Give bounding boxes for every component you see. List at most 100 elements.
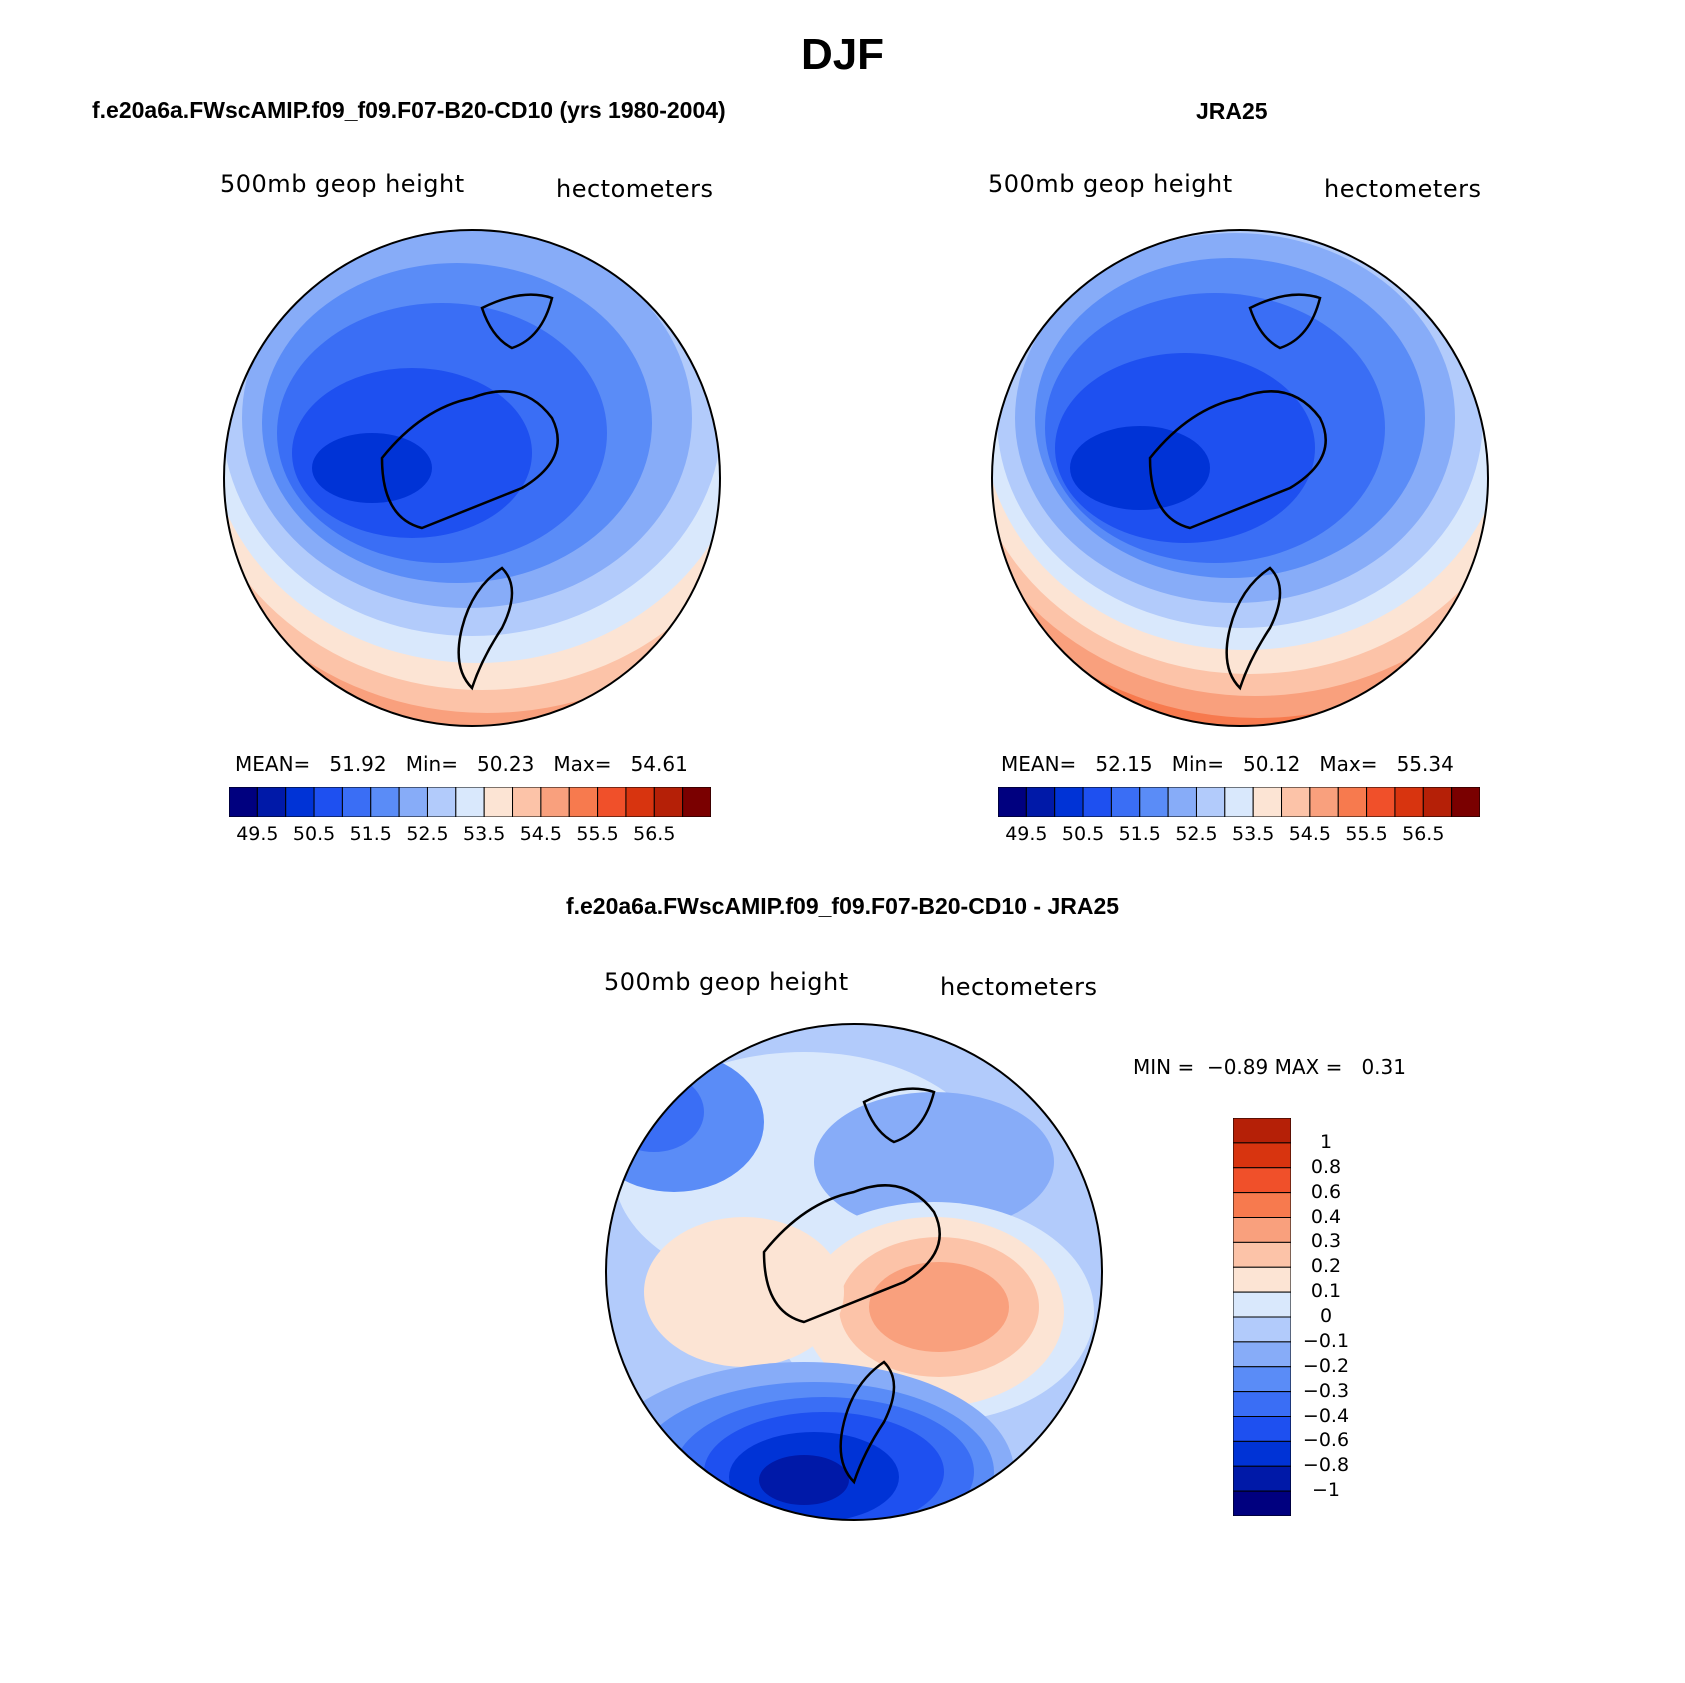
panel-1-map	[223, 229, 721, 727]
colorbar-swatch	[1233, 1341, 1291, 1368]
colorbar-swatch	[1139, 787, 1169, 817]
colorbar-swatch	[1167, 787, 1197, 817]
panel-3-max-label: MAX =	[1274, 1055, 1343, 1079]
colorbar-tick-label: 52.5	[406, 823, 449, 845]
colorbar-swatch	[512, 787, 542, 817]
colorbar-tick-label: 56.5	[1402, 823, 1445, 845]
colorbar-tick-label: −0.2	[1302, 1354, 1350, 1377]
colorbar-swatch	[1309, 787, 1339, 817]
contour-band	[869, 1262, 1009, 1352]
panel-2-units-label: hectometers	[1324, 175, 1482, 203]
panel-3-min-label: MIN =	[1133, 1055, 1195, 1079]
colorbar-swatch	[1233, 1391, 1291, 1417]
colorbar-tick-label: 54.5	[1288, 823, 1332, 845]
contour-band	[1070, 426, 1210, 510]
coastline	[480, 293, 554, 350]
panel-1-min-label: Min=	[405, 752, 458, 776]
coastline	[839, 1360, 896, 1485]
panel-1-colorbar-ticks: 49.5 50.5 51.5 52.5 53.5 54.5 55.5 56.5	[229, 823, 711, 849]
colorbar-tick-label: 50.5	[1061, 823, 1105, 845]
colorbar-swatch	[568, 787, 599, 817]
colorbar-tick-label: 49.5	[1005, 823, 1048, 845]
colorbar-tick-label: 53.5	[1232, 823, 1275, 845]
panel-2-map	[991, 229, 1489, 727]
colorbar-swatch	[625, 787, 655, 817]
colorbar-swatch	[483, 787, 514, 817]
panel-2-colorbar	[998, 787, 1480, 817]
panel-3-stats: MIN = −0.89 MAX = 0.31	[1133, 1055, 1406, 1079]
panel-3-map	[605, 1023, 1103, 1521]
colorbar-tick-label: 55.5	[576, 823, 619, 845]
colorbar-swatch	[1422, 787, 1453, 817]
colorbar-swatch	[1233, 1217, 1291, 1243]
colorbar-swatch	[1054, 787, 1084, 817]
colorbar-tick-label: 1	[1319, 1130, 1333, 1153]
colorbar-swatch	[1281, 787, 1311, 817]
colorbar-tick-label: 0.3	[1310, 1230, 1342, 1253]
colorbar-tick-label: 55.5	[1345, 823, 1388, 845]
colorbar-swatch	[398, 787, 428, 817]
colorbar-swatch	[1233, 1142, 1291, 1169]
coastline	[380, 390, 559, 530]
panel-3-colorbar	[1233, 1118, 1291, 1516]
colorbar-tick-label: −0.1	[1302, 1329, 1350, 1352]
colorbar-swatch	[1233, 1416, 1291, 1442]
panel-1-mean-label: MEAN=	[235, 752, 311, 776]
colorbar-tick-label: 50.5	[292, 823, 336, 845]
panel-3-units-label: hectometers	[940, 973, 1098, 1001]
colorbar-swatch	[256, 787, 287, 817]
colorbar-tick-label: 0.1	[1310, 1280, 1342, 1303]
panel-2-variable-label: 500mb geop height	[988, 170, 1233, 198]
colorbar-tick-label: 0.2	[1310, 1255, 1342, 1278]
panel-1-min-value: 50.23	[477, 752, 535, 776]
colorbar-swatch	[1233, 1192, 1291, 1218]
colorbar-swatch	[313, 787, 343, 817]
contour-band	[814, 1092, 1054, 1232]
panel-1-colorbar	[229, 787, 711, 817]
coastline	[1248, 293, 1322, 350]
colorbar-swatch	[682, 787, 711, 817]
colorbar-swatch	[285, 787, 315, 817]
coastline	[862, 1087, 936, 1144]
colorbar-swatch	[1394, 787, 1424, 817]
panel-2-title: JRA25	[1196, 98, 1268, 124]
colorbar-tick-label: 51.5	[1118, 823, 1161, 845]
colorbar-swatch	[1233, 1118, 1291, 1144]
colorbar-swatch	[1195, 787, 1226, 817]
colorbar-tick-label: −0.6	[1302, 1429, 1350, 1452]
colorbar-tick-label: −0.8	[1302, 1454, 1350, 1477]
colorbar-swatch	[229, 787, 258, 817]
colorbar-swatch	[1224, 787, 1254, 817]
panel-2-max-value: 55.34	[1396, 752, 1454, 776]
panel-3-min-value: −0.89	[1206, 1055, 1269, 1079]
colorbar-swatch	[1233, 1316, 1291, 1343]
panel-1-variable-label: 500mb geop height	[220, 170, 465, 198]
panel-1-max-label: Max=	[553, 752, 612, 776]
colorbar-swatch	[1025, 787, 1056, 817]
panel-3-colorbar-ticks: 1 0.8 0.6 0.4 0.3 0.2 0.1 0 −0.1 −0.2 −0.3 −0.4 −0.6…	[1296, 1118, 1386, 1516]
coastline	[1225, 566, 1282, 691]
colorbar-swatch	[1233, 1490, 1291, 1516]
contour-band	[312, 433, 432, 503]
colorbar-swatch	[1233, 1167, 1291, 1194]
colorbar-tick-label: 54.5	[519, 823, 563, 845]
colorbar-swatch	[1366, 787, 1396, 817]
colorbar-swatch	[1233, 1366, 1291, 1393]
panel-2-max-label: Max=	[1319, 752, 1378, 776]
colorbar-tick-label: −0.3	[1302, 1379, 1350, 1402]
panel-3-title: f.e20a6a.FWscAMIP.f09_f09.F07-B20-CD10 -…	[565, 893, 1120, 919]
colorbar-swatch	[1337, 787, 1368, 817]
panel-1-units-label: hectometers	[556, 175, 714, 203]
figure-title: DJF	[800, 30, 885, 79]
panel-1-stats: MEAN= 51.92 Min= 50.23 Max= 54.61	[235, 752, 688, 776]
colorbar-tick-label: −1	[1311, 1479, 1340, 1502]
panel-1-max-value: 54.61	[630, 752, 688, 776]
colorbar-swatch	[1233, 1465, 1291, 1492]
panel-1-mean-value: 51.92	[329, 752, 387, 776]
colorbar-tick-label: −0.4	[1302, 1404, 1350, 1427]
colorbar-swatch	[426, 787, 457, 817]
coastline	[1148, 390, 1327, 530]
contour-band	[606, 1072, 704, 1152]
colorbar-tick-label: 0	[1319, 1305, 1333, 1327]
colorbar-tick-label: 0.4	[1310, 1205, 1342, 1228]
